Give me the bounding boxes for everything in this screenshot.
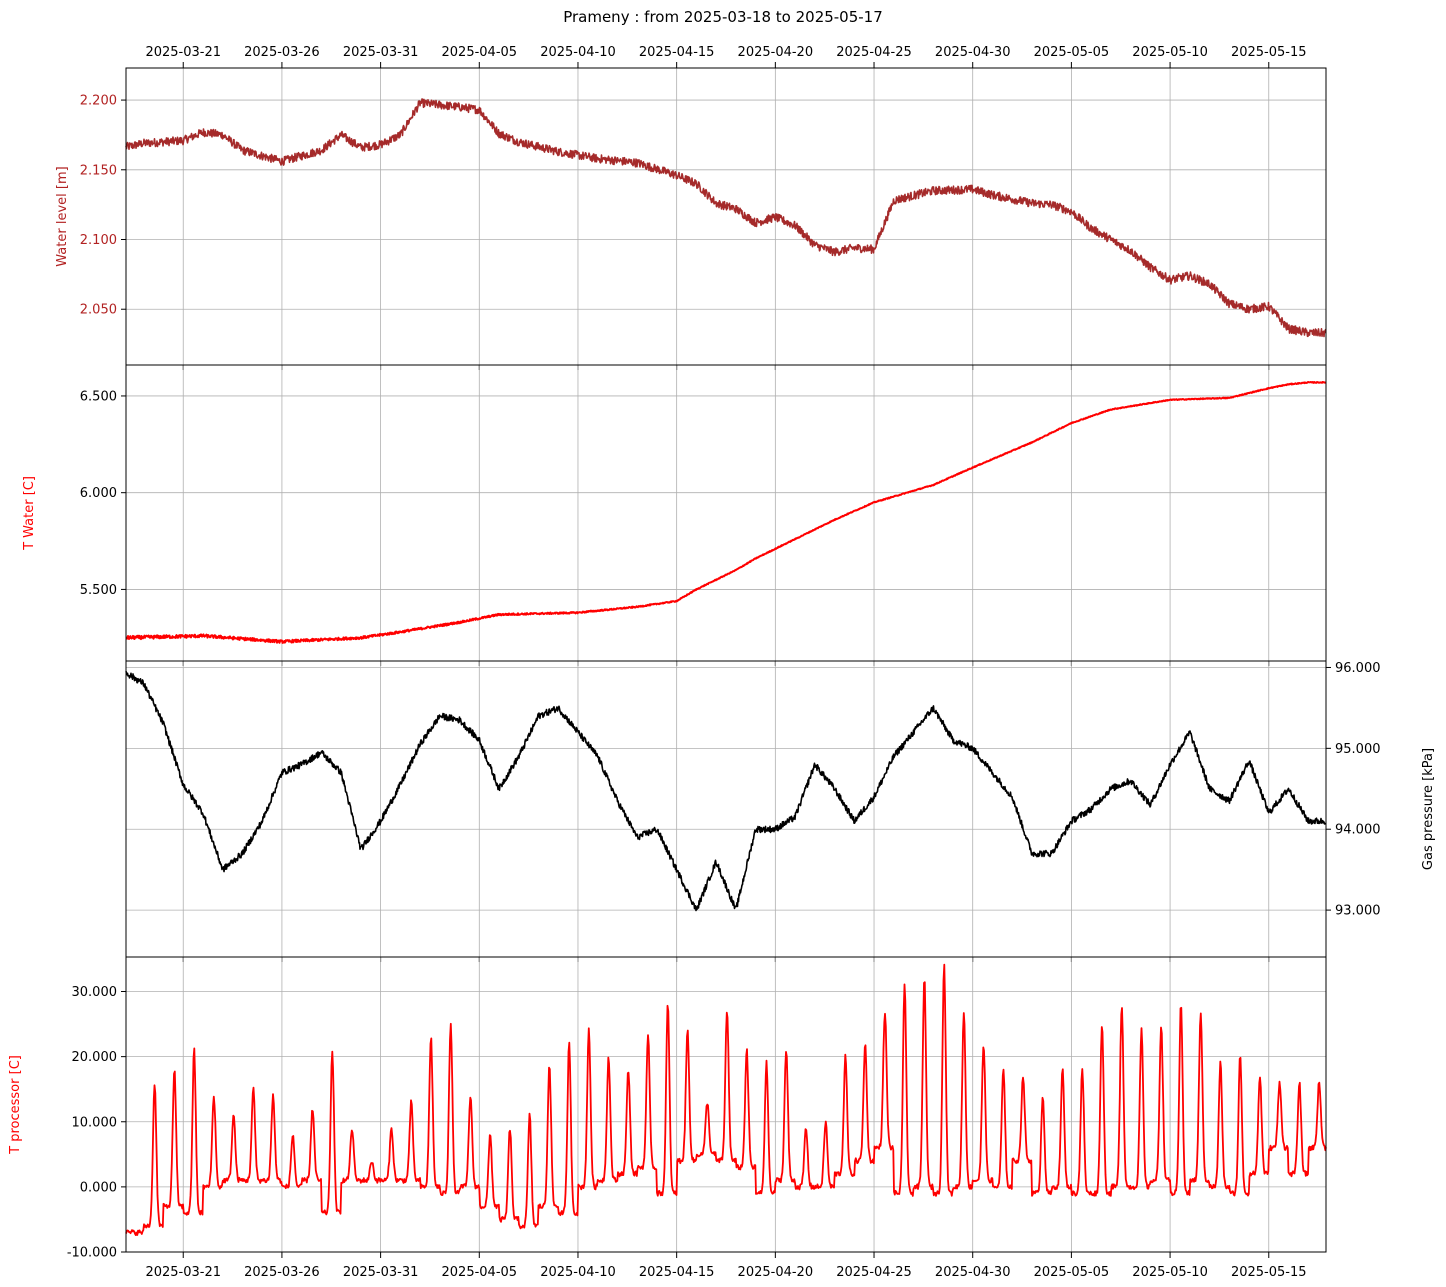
y-tick-label: 10.000 — [72, 1115, 118, 1130]
x-tick-label-top: 2025-04-20 — [738, 45, 814, 60]
y-tick-label: 95.000 — [1335, 742, 1381, 757]
x-tick-label-bottom: 2025-05-15 — [1231, 1265, 1307, 1280]
y-tick-label: 20.000 — [72, 1050, 118, 1065]
y-tick-label: 93.000 — [1335, 904, 1381, 919]
t-processor-series-line — [125, 963, 1327, 1236]
t-water-panel: 5.500 6.000 6.500 T Water [C] — [22, 364, 1327, 666]
x-tick-label-bottom: 2025-04-05 — [442, 1265, 518, 1280]
top-x-axis: 2025-03-21 2025-03-26 2025-03-31 2025-04-05… — [145, 45, 1307, 68]
x-tick-label-top: 2025-04-30 — [935, 45, 1011, 60]
x-tick-label-top: 2025-04-10 — [540, 45, 616, 60]
water-level-panel: 2.050 2.100 2.150 2.200 Water level [m] — [55, 67, 1327, 370]
plot-frame — [125, 67, 1327, 366]
x-tick-label-top: 2025-05-05 — [1034, 45, 1110, 60]
y-tick-label: 2.200 — [80, 94, 117, 109]
x-tick-label-top: 2025-03-21 — [145, 45, 221, 60]
y-tick-label: 6.500 — [80, 389, 117, 404]
t-water-series-line — [125, 381, 1327, 644]
x-tick-label-bottom: 2025-03-21 — [145, 1265, 221, 1280]
plot-frame — [125, 660, 1327, 958]
x-tick-label-bottom: 2025-04-10 — [540, 1265, 616, 1280]
gas-pressure-panel: 93.000 94.000 95.000 96.000 Gas pressure [kP… — [125, 660, 1436, 962]
y-tick-label: 0.000 — [80, 1180, 117, 1195]
x-tick-label-top: 2025-05-15 — [1231, 45, 1307, 60]
bottom-x-axis: 2025-03-21 2025-03-26 2025-03-31 2025-04-05… — [145, 1252, 1307, 1280]
y-tick-label: 2.050 — [80, 303, 117, 318]
x-tick-label-top: 2025-03-31 — [343, 45, 419, 60]
x-tick-label-bottom: 2025-04-30 — [935, 1265, 1011, 1280]
x-tick-label-bottom: 2025-04-20 — [738, 1265, 814, 1280]
y-axis-label: Water level [m] — [55, 166, 70, 266]
x-tick-label-bottom: 2025-04-15 — [639, 1265, 715, 1280]
y-axis-label: T processor [C] — [8, 1055, 23, 1155]
plot-frame — [125, 956, 1327, 1253]
y-tick-label: 96.000 — [1335, 661, 1381, 676]
y-tick-label: -10.000 — [67, 1246, 117, 1261]
y-tick-label: 2.150 — [80, 163, 117, 178]
x-tick-label-bottom: 2025-05-10 — [1132, 1265, 1208, 1280]
x-tick-label-top: 2025-04-05 — [442, 45, 518, 60]
x-tick-label-bottom: 2025-05-05 — [1034, 1265, 1110, 1280]
y-tick-label: 6.000 — [80, 486, 117, 501]
x-tick-label-bottom: 2025-04-25 — [836, 1265, 912, 1280]
x-tick-label-top: 2025-05-10 — [1132, 45, 1208, 60]
y-tick-label: 94.000 — [1335, 823, 1381, 838]
gas-pressure-series-line — [125, 671, 1327, 912]
y-tick-label: 30.000 — [72, 985, 118, 1000]
x-tick-label-top: 2025-04-25 — [836, 45, 912, 60]
y-tick-label: 5.500 — [80, 583, 117, 598]
x-tick-label-top: 2025-04-15 — [639, 45, 715, 60]
y-tick-label: 2.100 — [80, 233, 117, 248]
y-axis-label: Gas pressure [kPa] — [1421, 748, 1436, 870]
panels: 2.050 2.100 2.150 2.200 Water level [m] 5.500… — [8, 67, 1436, 1261]
x-tick-label-top: 2025-03-26 — [244, 45, 320, 60]
water-level-series-line — [125, 98, 1327, 338]
chart-title: Prameny : from 2025-03-18 to 2025-05-17 — [563, 8, 883, 26]
x-tick-label-bottom: 2025-03-31 — [343, 1265, 419, 1280]
x-tick-label-bottom: 2025-03-26 — [244, 1265, 320, 1280]
t-processor-panel: -10.000 0.000 10.000 20.000 30.000 T processo… — [8, 956, 1327, 1261]
plot-frame — [125, 364, 1327, 662]
y-axis-label: T Water [C] — [22, 476, 37, 551]
